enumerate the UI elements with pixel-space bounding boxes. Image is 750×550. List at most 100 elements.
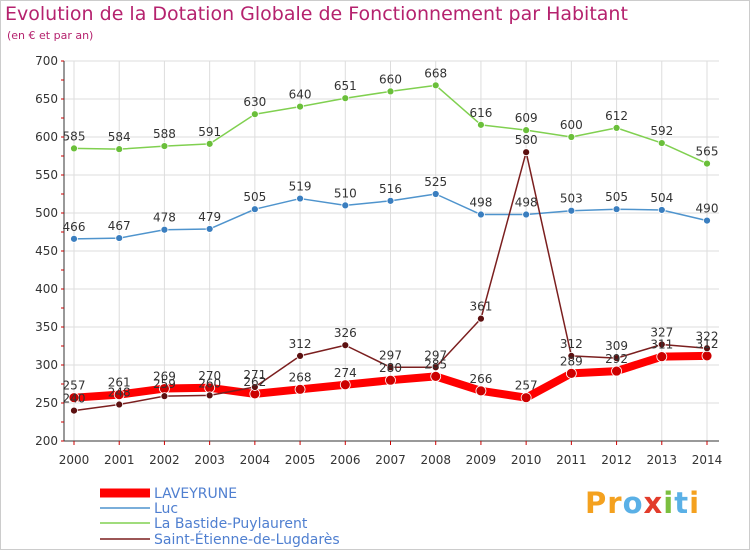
- data-label: 261: [108, 376, 131, 390]
- data-label: 322: [696, 329, 719, 343]
- data-label: 274: [334, 366, 357, 380]
- data-label: 467: [108, 219, 131, 233]
- data-point: [115, 145, 124, 154]
- data-label: 269: [153, 370, 176, 384]
- data-label: 285: [424, 357, 447, 371]
- data-label: 519: [289, 180, 312, 194]
- data-label: 640: [289, 88, 312, 102]
- x-tick-label: 2005: [285, 453, 316, 467]
- x-tick-label: 2001: [104, 453, 135, 467]
- chart-title: Evolution de la Dotation Globale de Fonc…: [5, 3, 628, 25]
- data-label: 490: [696, 202, 719, 216]
- data-point: [160, 142, 169, 151]
- data-point: [657, 139, 666, 147]
- chart-subtitle: (en € et par an): [7, 29, 94, 42]
- data-point: [612, 354, 621, 363]
- data-label: 505: [243, 190, 266, 204]
- data-point: [296, 351, 304, 360]
- data-point: [477, 210, 485, 219]
- data-point: [294, 383, 306, 395]
- data-point: [113, 389, 125, 401]
- x-tick-label: 2008: [420, 453, 451, 467]
- y-tick-label: 350: [35, 320, 58, 334]
- data-point: [296, 102, 304, 111]
- data-point: [341, 341, 350, 350]
- data-label: 660: [379, 72, 402, 86]
- data-label: 268: [289, 370, 312, 384]
- data-point: [522, 210, 531, 219]
- data-point: [431, 363, 440, 372]
- data-label: 580: [515, 133, 538, 147]
- data-point: [250, 383, 259, 391]
- data-point: [701, 350, 713, 362]
- data-label: 651: [334, 79, 357, 93]
- x-tick-label: 2007: [375, 453, 406, 467]
- data-label: 271: [243, 368, 266, 382]
- data-label: 280: [379, 361, 402, 375]
- x-tick-label: 2012: [601, 453, 632, 467]
- data-point: [341, 94, 350, 103]
- data-label: 612: [605, 109, 628, 123]
- y-tick-label: 450: [35, 244, 58, 258]
- x-tick-label: 2003: [194, 453, 225, 467]
- data-label: 262: [243, 375, 266, 389]
- data-point: [70, 234, 78, 243]
- data-point: [160, 392, 169, 401]
- data-point: [430, 370, 442, 382]
- data-label: 309: [605, 339, 628, 353]
- data-label: 503: [560, 192, 583, 206]
- data-label: 498: [469, 196, 492, 210]
- data-point: [657, 340, 666, 349]
- data-label: 260: [198, 376, 221, 390]
- data-point: [656, 351, 668, 363]
- legend-label: LAVEYRUNE: [154, 486, 237, 502]
- data-point: [431, 190, 440, 198]
- data-label: 292: [605, 352, 628, 366]
- data-point: [611, 365, 622, 377]
- data-point: [339, 379, 351, 391]
- data-point: [205, 139, 214, 148]
- data-point: [386, 87, 395, 96]
- x-tick-label: 2013: [647, 453, 678, 467]
- data-point: [612, 123, 621, 132]
- data-label: 270: [198, 369, 221, 383]
- data-label: 266: [469, 372, 492, 386]
- data-point: [115, 234, 124, 242]
- y-tick-label: 650: [35, 92, 58, 106]
- data-label: 600: [560, 118, 583, 132]
- data-point: [205, 225, 214, 233]
- data-point: [703, 216, 711, 225]
- data-label: 297: [379, 348, 402, 362]
- data-label: 326: [334, 326, 357, 340]
- data-point: [250, 110, 259, 119]
- data-label: 297: [424, 348, 447, 362]
- data-label: 504: [650, 191, 673, 205]
- data-label: 565: [696, 145, 719, 159]
- y-tick-label: 550: [35, 168, 58, 182]
- data-label: 510: [334, 186, 357, 200]
- data-label: 505: [605, 190, 628, 204]
- data-point: [296, 194, 304, 203]
- data-point: [70, 406, 78, 415]
- x-tick-label: 2011: [556, 453, 587, 467]
- proxiti-logo: Proxiti: [585, 486, 701, 520]
- data-label: 257: [63, 379, 86, 393]
- data-label: 668: [424, 66, 447, 80]
- y-tick-label: 250: [35, 396, 58, 410]
- data-point: [703, 344, 711, 353]
- data-point: [341, 201, 350, 210]
- data-label: 257: [515, 379, 538, 393]
- data-point: [386, 196, 395, 205]
- data-point: [385, 374, 396, 386]
- data-label: 591: [198, 125, 221, 139]
- data-point: [703, 159, 711, 168]
- data-label: 516: [379, 182, 402, 196]
- data-label: 616: [469, 106, 492, 120]
- x-tick-label: 2004: [240, 453, 271, 467]
- y-tick-label: 600: [35, 130, 58, 144]
- data-point: [565, 367, 577, 379]
- data-label: 466: [63, 220, 86, 234]
- x-tick-label: 2009: [466, 453, 497, 467]
